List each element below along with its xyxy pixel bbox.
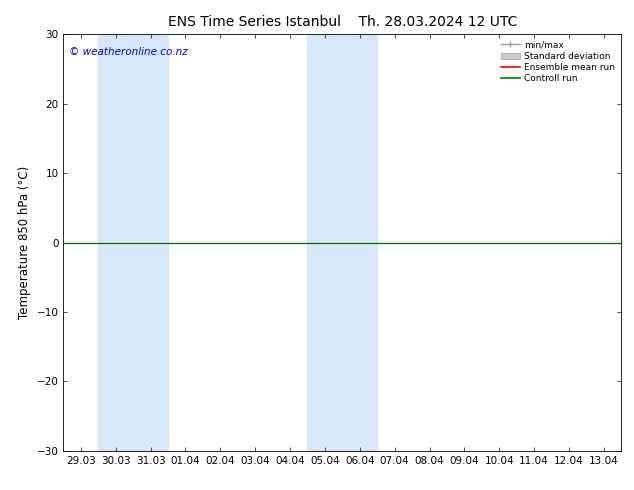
- Title: ENS Time Series Istanbul    Th. 28.03.2024 12 UTC: ENS Time Series Istanbul Th. 28.03.2024 …: [167, 15, 517, 29]
- Legend: min/max, Standard deviation, Ensemble mean run, Controll run: min/max, Standard deviation, Ensemble me…: [499, 39, 617, 85]
- Bar: [98, 34, 133, 451]
- Bar: [133, 34, 168, 451]
- Text: © weatheronline.co.nz: © weatheronline.co.nz: [69, 47, 188, 57]
- Bar: [307, 34, 342, 451]
- Bar: [342, 34, 377, 451]
- Y-axis label: Temperature 850 hPa (°C): Temperature 850 hPa (°C): [18, 166, 31, 319]
